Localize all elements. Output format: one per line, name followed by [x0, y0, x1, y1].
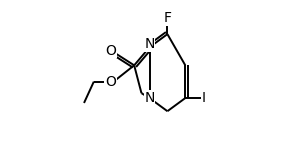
Text: O: O	[105, 75, 116, 89]
Text: N: N	[144, 91, 155, 105]
Text: F: F	[163, 11, 171, 25]
Text: O: O	[105, 44, 116, 58]
Text: N: N	[144, 37, 155, 51]
Text: I: I	[201, 91, 205, 105]
